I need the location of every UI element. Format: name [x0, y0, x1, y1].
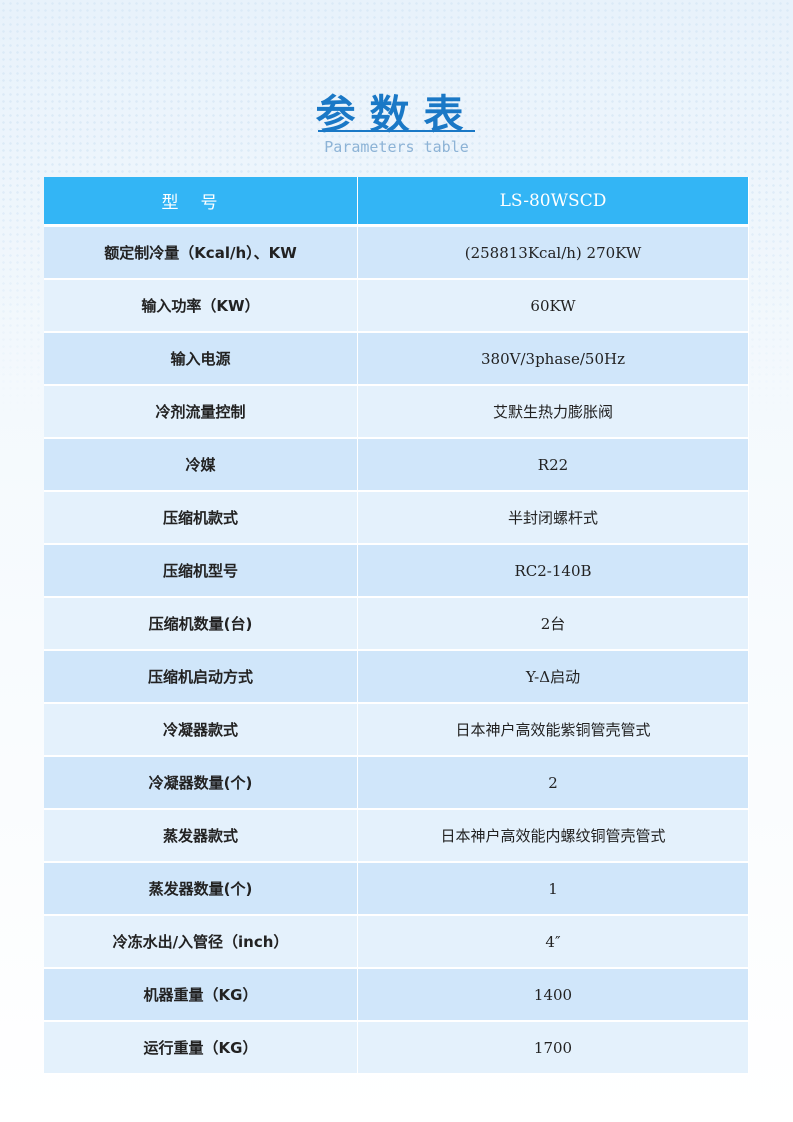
table-row: 额定制冷量（Kcal/h）、KW (258813Kcal/h) 270KW: [44, 225, 749, 280]
param-value: RC2-140B: [357, 544, 749, 598]
param-label: 蒸发器数量(个): [44, 862, 358, 916]
param-value: (258813Kcal/h) 270KW: [357, 225, 749, 280]
param-label: 压缩机启动方式: [44, 650, 358, 704]
table-row: 压缩机款式 半封闭螺杆式: [44, 491, 749, 545]
param-value: 4″: [357, 915, 749, 969]
table-row: 冷冻水出/入管径（inch） 4″: [44, 915, 749, 969]
param-value: Y-Δ启动: [357, 650, 749, 704]
param-value: 半封闭螺杆式: [357, 491, 749, 545]
title-underline: [318, 130, 475, 132]
param-value: 1700: [357, 1021, 749, 1075]
param-label: 输入功率（KW）: [44, 279, 358, 333]
param-value: 380V/3phase/50Hz: [357, 332, 749, 386]
param-label: 压缩机数量(台): [44, 597, 358, 651]
table-row: 蒸发器款式 日本神户高效能内螺纹铜管壳管式: [44, 809, 749, 863]
table-row: 输入功率（KW） 60KW: [44, 279, 749, 333]
table-row: 运行重量（KG） 1700: [44, 1021, 749, 1075]
param-label: 冷凝器款式: [44, 703, 358, 757]
param-label: 输入电源: [44, 332, 358, 386]
param-label: 机器重量（KG）: [44, 968, 358, 1022]
param-label: 额定制冷量（Kcal/h）、KW: [44, 225, 358, 280]
table-row: 输入电源 380V/3phase/50Hz: [44, 332, 749, 386]
param-value: 1400: [357, 968, 749, 1022]
table-row: 压缩机启动方式 Y-Δ启动: [44, 650, 749, 704]
table-header-row: 型号 LS-80WSCD: [44, 177, 749, 227]
param-label: 冷冻水出/入管径（inch）: [44, 915, 358, 969]
param-value: 2: [357, 756, 749, 810]
table-row: 冷剂流量控制 艾默生热力膨胀阀: [44, 385, 749, 439]
param-value: 60KW: [357, 279, 749, 333]
table-row: 机器重量（KG） 1400: [44, 968, 749, 1022]
param-label: 压缩机型号: [44, 544, 358, 598]
page-subtitle: Parameters table: [324, 138, 469, 156]
param-label: 冷媒: [44, 438, 358, 492]
header-value: LS-80WSCD: [357, 177, 749, 227]
param-value: 日本神户高效能紫铜管壳管式: [357, 703, 749, 757]
table-row: 冷媒 R22: [44, 438, 749, 492]
table-row: 压缩机型号 RC2-140B: [44, 544, 749, 598]
table-row: 压缩机数量(台) 2台: [44, 597, 749, 651]
param-value: R22: [357, 438, 749, 492]
param-value: 1: [357, 862, 749, 916]
param-label: 蒸发器款式: [44, 809, 358, 863]
param-value: 艾默生热力膨胀阀: [357, 385, 749, 439]
param-label: 运行重量（KG）: [44, 1021, 358, 1075]
header-label: 型号: [44, 177, 358, 227]
table-row: 冷凝器款式 日本神户高效能紫铜管壳管式: [44, 703, 749, 757]
param-label: 冷凝器数量(个): [44, 756, 358, 810]
parameters-table: 型号 LS-80WSCD 额定制冷量（Kcal/h）、KW (258813Kcal…: [44, 177, 749, 1075]
param-value: 日本神户高效能内螺纹铜管壳管式: [357, 809, 749, 863]
param-value: 2台: [357, 597, 749, 651]
table-row: 冷凝器数量(个) 2: [44, 756, 749, 810]
param-label: 冷剂流量控制: [44, 385, 358, 439]
param-label: 压缩机款式: [44, 491, 358, 545]
table-row: 蒸发器数量(个) 1: [44, 862, 749, 916]
